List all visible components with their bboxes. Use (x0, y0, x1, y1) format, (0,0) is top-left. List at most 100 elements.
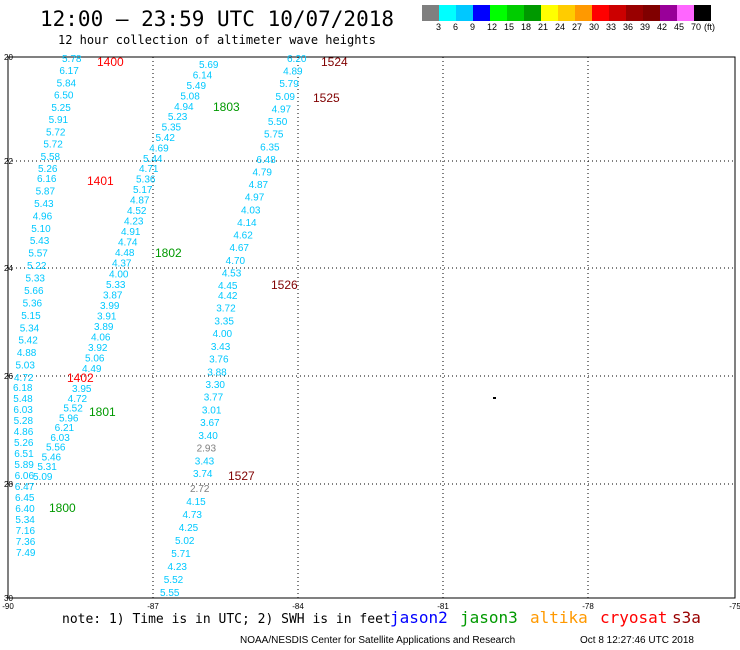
longitude-label: -75 (729, 602, 740, 611)
longitude-label: -78 (582, 602, 594, 611)
wave-height-value: 5.49 (187, 81, 207, 92)
wave-height-value: 5.36 (23, 298, 43, 309)
legend-label: 42 (657, 22, 668, 32)
wave-height-value: 5.26 (14, 438, 34, 449)
wave-height-value: 6.45 (15, 493, 35, 504)
wave-height-value: 3.77 (204, 393, 224, 404)
wave-height-value: 5.72 (46, 127, 66, 138)
legend-swatch (473, 5, 490, 21)
wave-height-value: 5.42 (18, 336, 38, 347)
legend-swatch (677, 5, 694, 21)
wave-height-value: 7.16 (16, 526, 36, 537)
wave-height-value: 6.16 (37, 174, 57, 185)
wave-height-value: 6.03 (13, 405, 33, 416)
wave-height-value: 5.55 (160, 588, 180, 599)
wave-height-value: 5.17 (133, 185, 153, 196)
wave-height-value: 3.99 (100, 301, 120, 312)
wave-height-value: 4.62 (233, 231, 253, 242)
wave-height-value: 4.52 (127, 206, 147, 217)
wave-height-value: 5.96 (59, 413, 79, 424)
legend-label: 18 (521, 22, 532, 32)
wave-height-value: 5.10 (31, 224, 51, 235)
wave-height-value: 5.72 (43, 140, 63, 151)
pass-time-label: 1800 (49, 501, 76, 515)
legend-swatch (592, 5, 609, 21)
wave-height-value: 6.35 (260, 142, 280, 153)
wave-height-value: 4.88 (17, 348, 37, 359)
legend-label: 27 (572, 22, 583, 32)
wave-height-value: 6.20 (287, 54, 307, 65)
wave-height-value: 5.36 (136, 175, 156, 186)
map-title: 12:00 – 23:59 UTC 10/07/2018 (40, 7, 395, 31)
wave-height-value: 5.06 (85, 353, 105, 364)
wave-height-value: 2.93 (197, 444, 217, 455)
legend-swatch (694, 5, 711, 21)
legend-label: 45 (674, 22, 685, 32)
wave-height-value: 4.94 (174, 102, 194, 113)
longitude-label: -84 (292, 602, 304, 611)
pass-time-label: 1526 (271, 278, 298, 292)
legend-swatch (490, 5, 507, 21)
wave-height-value: 5.91 (49, 115, 69, 126)
wave-height-value: 4.73 (183, 510, 203, 521)
wave-height-value: 6.51 (14, 449, 34, 460)
wave-height-value: 4.89 (283, 67, 303, 78)
legend-swatch (609, 5, 626, 21)
satellite-s3a: s3a (672, 608, 701, 627)
legend-swatch (456, 5, 473, 21)
legend-label: 39 (640, 22, 651, 32)
legend-label: 33 (606, 22, 617, 32)
legend-label: 21 (538, 22, 549, 32)
pass-time-label: 1400 (97, 55, 124, 69)
wave-height-value: 3.43 (211, 342, 231, 353)
wave-height-value: 4.23 (168, 562, 188, 573)
pass-time-label: 1402 (67, 371, 94, 385)
wave-height-value: 4.86 (14, 427, 34, 438)
satellite-altika: altika (530, 608, 588, 627)
footer-note: note: 1) Time is in UTC; 2) SWH is in fe… (62, 612, 391, 627)
wave-height-value: 5.26 (38, 164, 58, 175)
wave-height-value: 3.74 (193, 469, 213, 480)
legend-label: 36 (623, 22, 634, 32)
wave-height-value: 3.76 (209, 355, 229, 366)
wave-height-value: 5.57 (28, 249, 48, 260)
wave-height-value: 5.84 (57, 78, 77, 89)
legend-swatch (439, 5, 456, 21)
pass-time-label: 1802 (155, 246, 182, 260)
wave-height-value: 4.74 (118, 238, 138, 249)
wave-height-value: 3.92 (88, 343, 108, 354)
wave-height-value: 4.37 (112, 259, 132, 270)
wave-height-value: 5.50 (268, 117, 288, 128)
pass-time-label: 1801 (89, 405, 116, 419)
latitude-label: 28 (4, 480, 13, 489)
legend-swatch (541, 5, 558, 21)
wave-height-value: 5.69 (199, 60, 219, 71)
wave-height-value: 6.03 (50, 433, 70, 444)
satellite-jason3: jason3 (460, 608, 518, 627)
legend-label: 70 (691, 22, 702, 32)
wave-height-value: 4.45 (218, 281, 238, 292)
wave-height-value: 7.49 (16, 548, 36, 559)
legend-swatch (575, 5, 592, 21)
longitude-label: -81 (437, 602, 449, 611)
wave-height-value: 6.47 (15, 482, 35, 493)
wave-height-value: 4.42 (218, 291, 238, 302)
pass-time-label: 1525 (313, 91, 340, 105)
wave-height-value: 5.34 (20, 323, 40, 334)
wave-height-value: 5.23 (168, 112, 188, 123)
wave-height-value: 3.91 (97, 311, 117, 322)
wave-height-value: 4.49 (82, 364, 102, 375)
wave-height-value: 2.72 (190, 484, 210, 495)
color-legend (422, 5, 711, 21)
wave-height-value: 3.89 (94, 322, 114, 333)
wave-height-value: 4.48 (115, 248, 135, 259)
wave-height-value: 5.34 (15, 515, 35, 526)
wave-height-value: 3.30 (206, 380, 226, 391)
wave-height-value: 5.43 (30, 236, 50, 247)
wave-height-value: 5.09 (33, 472, 53, 483)
legend-label: 24 (555, 22, 566, 32)
wave-height-value: 3.72 (216, 304, 236, 315)
generation-timestamp: Oct 8 12:27:46 UTC 2018 (580, 635, 694, 646)
wave-height-value: 3.35 (214, 316, 234, 327)
wave-height-value: 4.97 (245, 193, 265, 204)
